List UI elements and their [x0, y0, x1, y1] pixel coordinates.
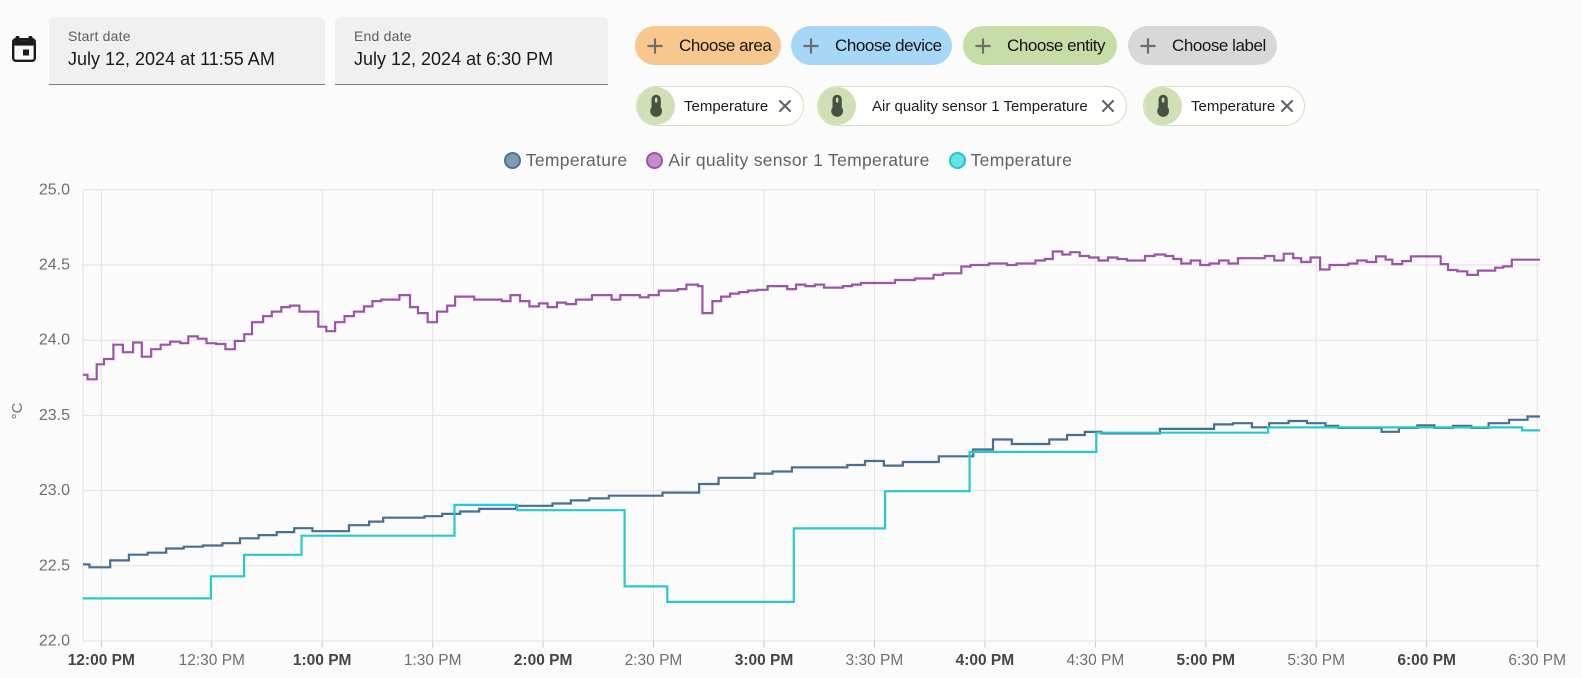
svg-text:23.5: 23.5 — [39, 407, 70, 424]
svg-text:4:30 PM: 4:30 PM — [1067, 652, 1125, 669]
svg-text:2:00 PM: 2:00 PM — [514, 652, 573, 669]
svg-text:1:00 PM: 1:00 PM — [293, 652, 352, 669]
svg-text:6:00 PM: 6:00 PM — [1397, 652, 1456, 669]
svg-text:4:00 PM: 4:00 PM — [956, 652, 1015, 669]
svg-text:2:30 PM: 2:30 PM — [625, 652, 683, 669]
svg-text:22.5: 22.5 — [39, 557, 70, 574]
svg-text:12:30 PM: 12:30 PM — [179, 652, 245, 669]
svg-text:12:00 PM: 12:00 PM — [68, 652, 135, 669]
svg-text:25.0: 25.0 — [39, 181, 70, 198]
svg-text:3:30 PM: 3:30 PM — [846, 652, 904, 669]
svg-text:3:00 PM: 3:00 PM — [735, 652, 794, 669]
svg-text:24.5: 24.5 — [39, 257, 70, 274]
svg-text:5:00 PM: 5:00 PM — [1177, 652, 1236, 669]
svg-text:22.0: 22.0 — [39, 633, 70, 650]
svg-text:24.0: 24.0 — [39, 332, 70, 349]
svg-text:5:30 PM: 5:30 PM — [1287, 652, 1345, 669]
svg-text:23.0: 23.0 — [39, 482, 70, 499]
svg-text:°C: °C — [9, 402, 26, 419]
svg-text:6:30 PM: 6:30 PM — [1508, 652, 1566, 669]
svg-text:1:30 PM: 1:30 PM — [404, 652, 462, 669]
